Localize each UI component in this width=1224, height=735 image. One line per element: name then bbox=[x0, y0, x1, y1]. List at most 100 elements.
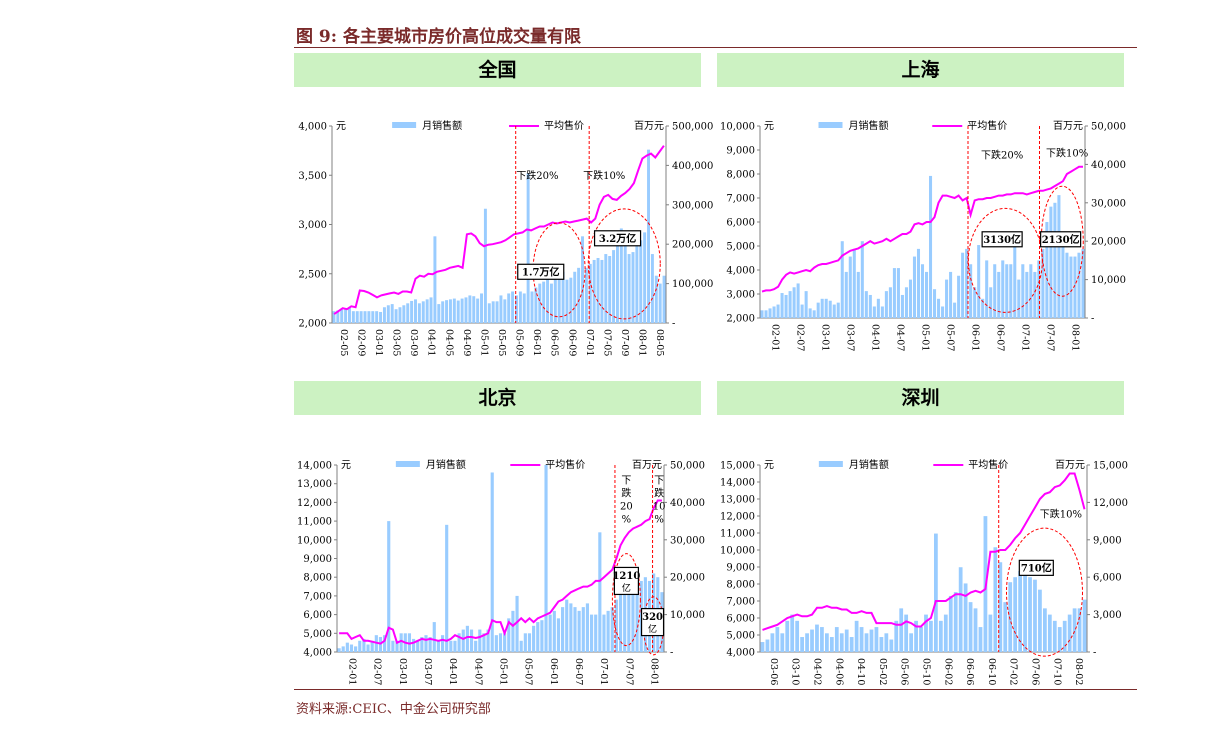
sales-bar bbox=[561, 607, 565, 652]
sales-bar bbox=[914, 620, 918, 652]
sales-bar bbox=[457, 633, 461, 652]
sales-bar bbox=[1029, 264, 1033, 318]
sales-bar bbox=[825, 633, 829, 652]
sales-bar bbox=[341, 646, 345, 652]
volume-callout-label: 320 bbox=[642, 612, 663, 623]
sales-bar bbox=[874, 627, 879, 652]
left-tick-label: 10,000 bbox=[297, 535, 332, 546]
sales-bar bbox=[623, 244, 627, 323]
right-tick-label: 300,000 bbox=[672, 200, 713, 211]
x-tick-label: 07-01 bbox=[598, 658, 609, 685]
sales-bar bbox=[888, 287, 892, 318]
x-tick-label: 08-01 bbox=[637, 329, 648, 356]
sales-bar bbox=[370, 640, 374, 652]
right-tick-label: 50,000 bbox=[1091, 122, 1126, 133]
sales-bar bbox=[585, 603, 589, 652]
legend-line-label: 平均售价 bbox=[544, 119, 584, 132]
x-tick-label: 05-06 bbox=[899, 658, 910, 685]
sales-bar bbox=[375, 311, 379, 323]
sales-bar bbox=[577, 267, 581, 323]
sales-bar bbox=[868, 294, 872, 318]
x-tick-label: 04-06 bbox=[833, 658, 844, 685]
sales-bar bbox=[627, 254, 631, 323]
sales-bar bbox=[483, 208, 487, 323]
sales-bar bbox=[1072, 608, 1077, 652]
sales-bar bbox=[569, 603, 573, 652]
x-tick-label: 03-01 bbox=[373, 329, 384, 356]
sales-bar bbox=[549, 283, 553, 323]
sales-bar bbox=[619, 228, 623, 323]
sales-bar bbox=[647, 149, 650, 323]
sales-bar bbox=[511, 610, 515, 652]
sales-bar bbox=[998, 562, 1003, 652]
x-tick-label: 02-05 bbox=[338, 329, 349, 356]
sales-bar bbox=[985, 260, 989, 318]
sales-bar bbox=[498, 633, 503, 652]
sales-bar bbox=[965, 248, 969, 318]
right-tick-label: - bbox=[670, 648, 673, 659]
sales-bar bbox=[556, 618, 561, 652]
sales-bar bbox=[916, 248, 921, 318]
sales-bar bbox=[614, 599, 618, 652]
sales-bar bbox=[884, 633, 889, 652]
sales-bar bbox=[788, 291, 792, 318]
sales-bar bbox=[924, 614, 928, 652]
sales-bar bbox=[929, 175, 933, 318]
sales-bar bbox=[494, 635, 498, 652]
sales-bar bbox=[880, 306, 884, 318]
sales-bar bbox=[612, 250, 616, 323]
sales-bar bbox=[340, 309, 344, 323]
sales-bar bbox=[800, 304, 804, 318]
volume-callout-label: 710亿 bbox=[1021, 561, 1052, 574]
sales-bar bbox=[359, 311, 363, 323]
sales-bar bbox=[631, 577, 635, 652]
x-tick-label: 07-01 bbox=[584, 329, 595, 356]
volume-callout-label: 2130亿 bbox=[1042, 233, 1080, 246]
x-tick-label: 04-07 bbox=[472, 658, 483, 685]
sales-bar bbox=[924, 271, 929, 318]
volume-callout-unit: 亿 bbox=[622, 582, 631, 594]
sales-bar bbox=[386, 305, 390, 323]
sales-bar bbox=[840, 241, 844, 318]
sales-bar bbox=[503, 633, 507, 652]
sales-bar bbox=[815, 624, 819, 652]
sales-bar bbox=[445, 300, 449, 323]
sales-bar bbox=[546, 277, 550, 323]
sales-bar bbox=[800, 637, 804, 652]
sales-bar bbox=[1023, 560, 1027, 652]
sales-bar bbox=[542, 281, 546, 323]
bottom-rule bbox=[294, 689, 1137, 690]
sales-bar bbox=[552, 610, 556, 652]
sales-bar bbox=[988, 614, 993, 652]
x-tick-label: 03-07 bbox=[422, 658, 433, 685]
sales-bar bbox=[354, 646, 358, 652]
legend-bar-swatch bbox=[392, 122, 417, 128]
sales-bar bbox=[824, 298, 828, 318]
sales-bar bbox=[1052, 620, 1057, 652]
x-tick-label: 02-09 bbox=[355, 329, 366, 356]
sales-bar bbox=[615, 232, 619, 323]
x-tick-label: 06-07 bbox=[573, 658, 584, 685]
left-tick-label: 7,000 bbox=[726, 194, 755, 205]
sales-bar bbox=[772, 306, 776, 318]
sales-bar bbox=[1045, 222, 1049, 318]
left-unit-label: 元 bbox=[341, 460, 351, 471]
sales-bar bbox=[1037, 260, 1041, 318]
decline-label: 下跌20% bbox=[981, 149, 1023, 162]
sales-bar bbox=[775, 627, 780, 652]
sales-bar bbox=[606, 610, 610, 652]
sales-bar bbox=[1067, 614, 1072, 652]
sales-bar bbox=[538, 283, 542, 323]
sales-bar bbox=[937, 298, 941, 318]
legend-line-label: 平均售价 bbox=[967, 119, 1007, 132]
sales-bar bbox=[476, 298, 480, 323]
sales-bar bbox=[816, 302, 820, 318]
sales-bar bbox=[948, 595, 953, 652]
x-tick-label: 02-01 bbox=[770, 324, 781, 351]
chart-national: 2,000 2,500 3,000 3,500 4,000 - 100,000 200,000… bbox=[298, 119, 713, 356]
sales-bar bbox=[416, 640, 420, 652]
decline-label: 下跌10% bbox=[1040, 507, 1082, 520]
sales-bar bbox=[854, 620, 859, 652]
sales-bar bbox=[933, 289, 937, 318]
volume-callout-box bbox=[593, 230, 642, 247]
